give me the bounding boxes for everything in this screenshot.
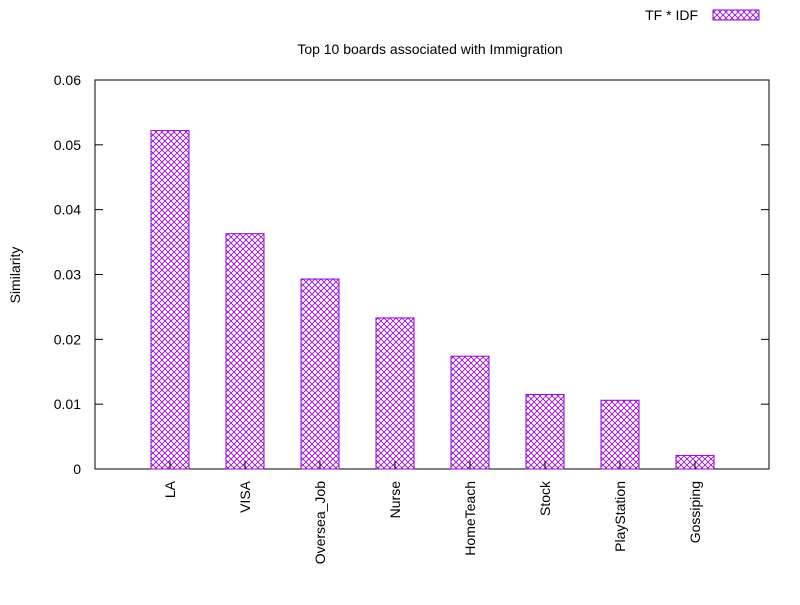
bars: [150, 130, 715, 470]
bar-la: [150, 130, 190, 470]
x-tick-label: Nurse: [387, 481, 403, 519]
y-tick-label: 0: [73, 461, 81, 477]
y-tick-label: 0.04: [54, 202, 81, 218]
y-tick-label: 0.06: [54, 72, 81, 88]
chart-title: Top 10 boards associated with Immigratio…: [297, 41, 562, 57]
x-tick-label: Oversea_Job: [312, 481, 328, 564]
legend-label: TF * IDF: [645, 7, 698, 23]
bar-oversea-job: [300, 278, 340, 470]
x-tick-label: HomeTeach: [462, 481, 478, 556]
y-tick-label: 0.01: [54, 396, 81, 412]
bar-hometeach: [450, 355, 490, 470]
bar-nurse: [375, 317, 415, 470]
bar-visa: [225, 233, 265, 470]
legend: TF * IDF: [645, 7, 760, 23]
x-tick-label: Gossiping: [687, 481, 703, 543]
legend-swatch: [712, 9, 760, 21]
y-tick-label: 0.05: [54, 137, 81, 153]
y-axis-ticks: 0 0.01 0.02 0.03 0.04 0.05 0.06: [54, 72, 769, 477]
x-tick-label: VISA: [237, 480, 253, 513]
x-tick-label: Stock: [537, 480, 553, 516]
x-axis-ticks: LA VISA Oversea_Job Nurse HomeTeach Stock Play…: [162, 461, 703, 564]
y-tick-label: 0.02: [54, 331, 81, 347]
x-tick-label: LA: [162, 480, 178, 498]
plot-frame: [94, 79, 770, 470]
y-tick-label: 0.03: [54, 267, 81, 283]
bar-playstation: [600, 399, 640, 470]
bar-stock: [525, 393, 565, 470]
y-axis-label: Similarity: [7, 247, 23, 304]
x-tick-label: PlayStation: [612, 481, 628, 552]
